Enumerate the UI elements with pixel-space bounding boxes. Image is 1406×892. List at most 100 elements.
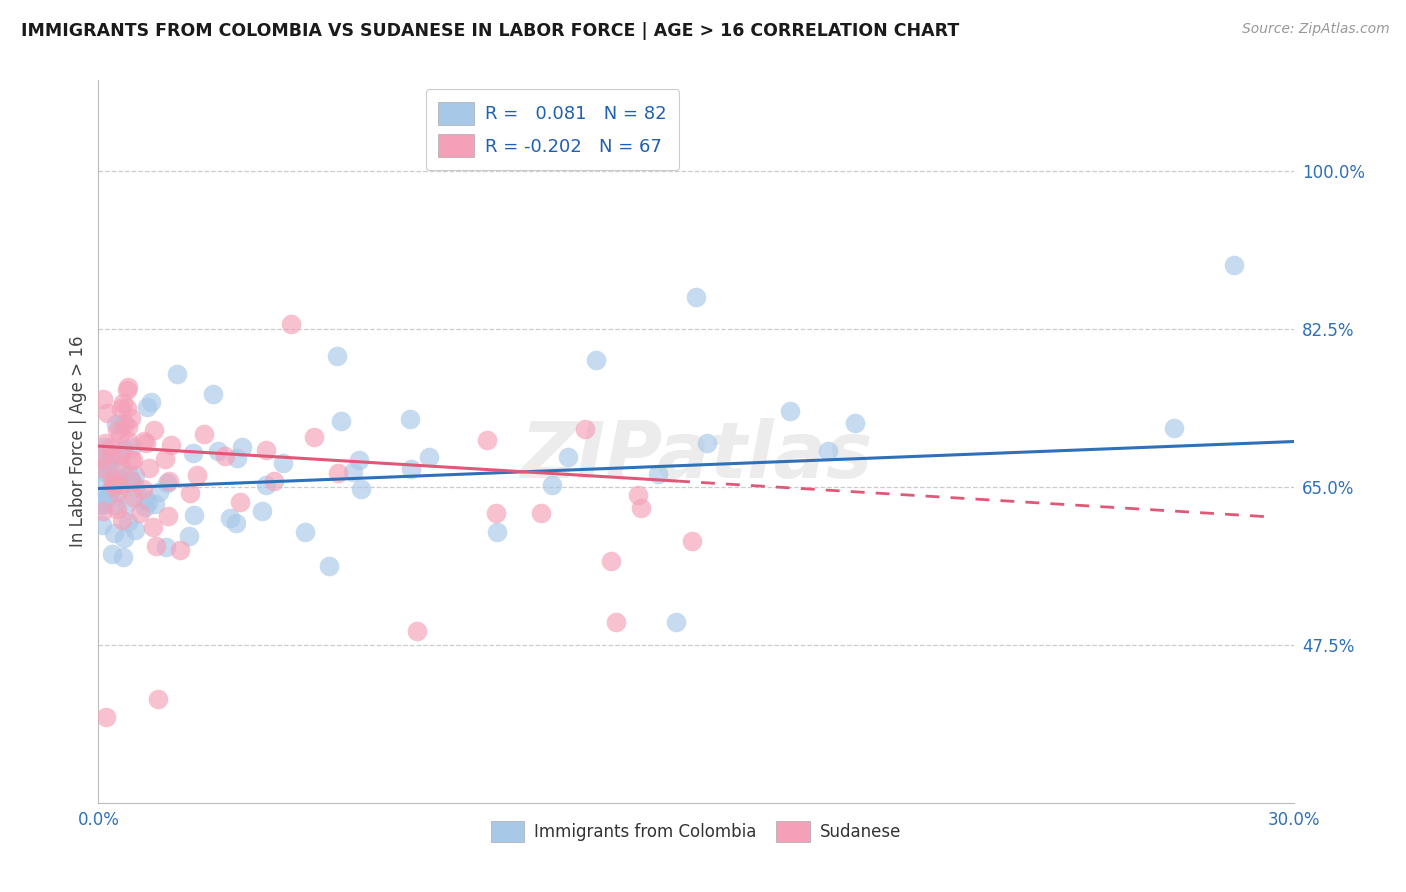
- Point: [585, 353, 607, 368]
- Point: [100, 472, 122, 486]
- Point: [138, 460, 160, 475]
- Point: [685, 290, 707, 304]
- Point: [273, 456, 295, 470]
- Point: [103, 525, 125, 540]
- Point: [114, 532, 136, 546]
- Point: [330, 414, 353, 428]
- Point: [159, 438, 181, 452]
- Point: [844, 417, 866, 431]
- Point: [1223, 259, 1246, 273]
- Point: [117, 380, 139, 394]
- Point: [101, 480, 124, 494]
- Point: [779, 404, 801, 418]
- Point: [302, 430, 325, 444]
- Point: [134, 491, 156, 506]
- Point: [574, 421, 596, 435]
- Point: [94, 491, 117, 506]
- Point: [91, 453, 114, 467]
- Point: [153, 452, 176, 467]
- Point: [169, 543, 191, 558]
- Point: [627, 488, 650, 502]
- Point: [91, 497, 114, 511]
- Point: [96, 491, 118, 505]
- Point: [145, 539, 167, 553]
- Point: [136, 495, 159, 509]
- Point: [91, 488, 114, 502]
- Point: [214, 449, 236, 463]
- Point: [115, 496, 138, 510]
- Point: [91, 392, 114, 406]
- Text: Source: ZipAtlas.com: Source: ZipAtlas.com: [1241, 22, 1389, 37]
- Point: [530, 506, 553, 520]
- Point: [166, 367, 188, 381]
- Point: [93, 465, 115, 479]
- Point: [557, 450, 579, 465]
- Point: [121, 440, 143, 454]
- Point: [124, 468, 146, 483]
- Point: [91, 498, 114, 512]
- Point: [97, 457, 120, 471]
- Point: [98, 487, 121, 501]
- Point: [186, 467, 208, 482]
- Point: [110, 401, 132, 416]
- Point: [294, 524, 316, 539]
- Point: [475, 434, 498, 448]
- Point: [108, 477, 131, 491]
- Point: [254, 442, 277, 457]
- Point: [91, 470, 114, 484]
- Point: [326, 349, 349, 363]
- Point: [104, 463, 127, 477]
- Point: [124, 480, 146, 494]
- Point: [121, 475, 143, 489]
- Point: [128, 506, 150, 520]
- Point: [665, 615, 688, 630]
- Point: [91, 517, 114, 532]
- Point: [111, 395, 134, 409]
- Point: [183, 508, 205, 523]
- Point: [630, 500, 652, 515]
- Point: [110, 448, 132, 462]
- Point: [96, 710, 118, 724]
- Point: [110, 459, 132, 474]
- Point: [318, 558, 340, 573]
- Point: [207, 444, 229, 458]
- Text: IMMIGRANTS FROM COLOMBIA VS SUDANESE IN LABOR FORCE | AGE > 16 CORRELATION CHART: IMMIGRANTS FROM COLOMBIA VS SUDANESE IN …: [21, 22, 959, 40]
- Point: [107, 485, 129, 500]
- Point: [406, 624, 429, 639]
- Point: [148, 485, 170, 500]
- Point: [104, 417, 127, 431]
- Point: [263, 475, 285, 489]
- Point: [280, 317, 302, 331]
- Point: [136, 400, 159, 414]
- Point: [134, 500, 156, 514]
- Point: [101, 547, 124, 561]
- Point: [143, 497, 166, 511]
- Point: [108, 472, 131, 486]
- Point: [120, 452, 142, 467]
- Point: [254, 477, 277, 491]
- Point: [120, 410, 142, 425]
- Point: [108, 426, 131, 441]
- Point: [350, 482, 373, 496]
- Point: [91, 449, 114, 463]
- Point: [142, 423, 165, 437]
- Point: [156, 509, 179, 524]
- Point: [599, 554, 621, 568]
- Point: [112, 549, 135, 564]
- Point: [226, 450, 249, 465]
- Point: [91, 461, 114, 475]
- Point: [139, 395, 162, 409]
- Point: [485, 524, 508, 539]
- Point: [202, 386, 225, 401]
- Point: [101, 478, 124, 492]
- Text: ZIPatlas: ZIPatlas: [520, 418, 872, 494]
- Point: [117, 434, 139, 448]
- Point: [219, 511, 242, 525]
- Point: [105, 423, 128, 437]
- Point: [418, 450, 440, 464]
- Point: [94, 461, 117, 475]
- Point: [135, 435, 157, 450]
- Point: [117, 401, 139, 415]
- Point: [91, 451, 114, 466]
- Point: [1163, 421, 1185, 435]
